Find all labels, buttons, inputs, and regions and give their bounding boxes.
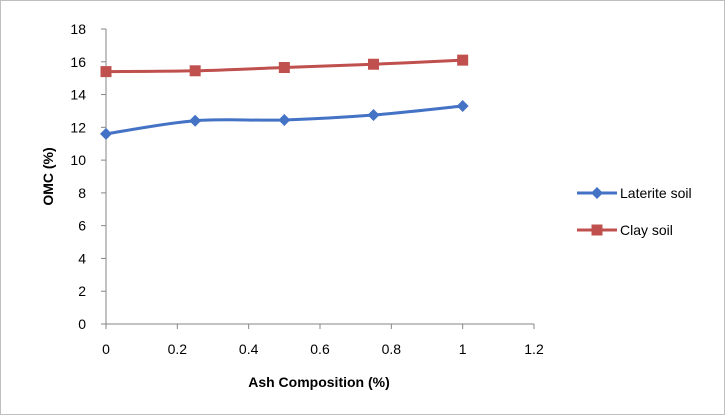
series-1 xyxy=(100,100,469,140)
x-axis-ticks: 0 0.2 0.4 0.6 0.8 1 1.2 xyxy=(102,324,544,357)
x-tick-label: 0 xyxy=(102,341,110,357)
legend-marker xyxy=(591,187,603,199)
legend: Laterite soil Clay soil xyxy=(577,185,692,238)
y-tick-label: 16 xyxy=(70,54,86,70)
y-axis-title: OMC (%) xyxy=(40,147,56,205)
x-tick-label: 0.6 xyxy=(310,341,330,357)
legend-label: Clay soil xyxy=(620,222,673,238)
x-axis-title: Ash Composition (%) xyxy=(248,374,390,390)
y-tick-label: 2 xyxy=(78,283,86,299)
y-tick-label: 14 xyxy=(70,87,86,103)
data-point xyxy=(100,127,112,140)
data-point xyxy=(100,66,112,78)
x-tick-label: 1 xyxy=(459,341,467,357)
x-tick-label: 0.8 xyxy=(382,341,402,357)
x-tick-label: 1.2 xyxy=(524,341,544,357)
legend-label: Laterite soil xyxy=(620,185,692,201)
x-tick-label: 0.4 xyxy=(239,341,259,357)
legend-marker xyxy=(591,224,603,236)
y-tick-label: 0 xyxy=(78,316,86,332)
series-layer xyxy=(100,54,469,140)
y-tick-label: 8 xyxy=(78,185,86,201)
data-point xyxy=(189,114,202,127)
data-point xyxy=(278,62,290,74)
y-tick-label: 12 xyxy=(70,119,86,135)
data-point xyxy=(457,54,469,66)
data-point xyxy=(278,113,291,126)
axes xyxy=(105,29,534,325)
data-point xyxy=(456,100,469,113)
legend-item: Clay soil xyxy=(577,222,673,238)
y-tick-label: 10 xyxy=(70,152,86,168)
y-tick-label: 4 xyxy=(78,250,86,266)
series-2 xyxy=(100,54,469,78)
data-point xyxy=(367,109,380,122)
data-point xyxy=(189,65,201,77)
x-tick-label: 0.2 xyxy=(168,341,188,357)
y-tick-label: 6 xyxy=(78,218,86,234)
data-point xyxy=(368,58,379,70)
y-axis-ticks: 0 2 4 6 8 10 12 14 16 18 xyxy=(70,21,106,332)
legend-item: Laterite soil xyxy=(577,185,692,201)
y-tick-label: 18 xyxy=(70,21,86,37)
